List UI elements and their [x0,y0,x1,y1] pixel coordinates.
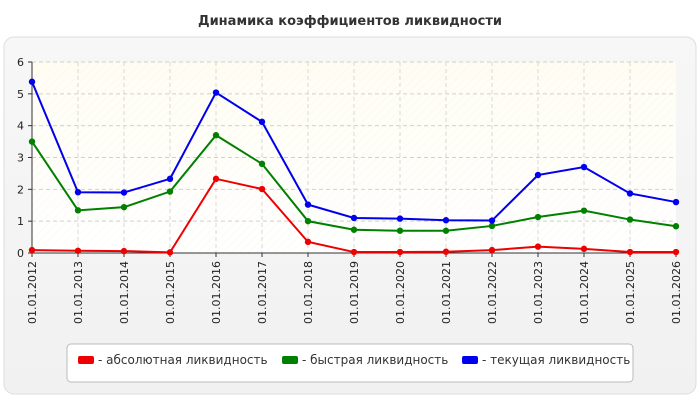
data-point[interactable] [28,246,36,254]
x-tick-label: 01.01.2023 [532,261,545,324]
x-tick-label: 01.01.2019 [348,261,361,324]
data-point[interactable] [672,248,680,256]
data-point[interactable] [120,203,128,211]
data-point[interactable] [74,188,82,196]
legend-label: - быстрая ликвидность [302,353,448,367]
data-point[interactable] [442,217,450,224]
x-tick-label: 01.01.2021 [440,261,453,324]
data-point[interactable] [672,198,680,206]
y-tick-label: 0 [17,247,24,260]
x-tick-label: 01.01.2026 [670,261,683,324]
data-point[interactable] [304,201,312,208]
data-point[interactable] [258,118,266,126]
data-point[interactable] [166,249,174,256]
x-tick-label: 01.01.2020 [394,261,407,324]
x-tick-label: 01.01.2014 [118,261,131,324]
data-point[interactable] [350,226,358,233]
data-point[interactable] [28,78,36,85]
data-point[interactable] [488,217,496,224]
x-tick-label: 01.01.2024 [578,261,591,324]
data-point[interactable] [626,216,634,223]
data-point[interactable] [28,138,36,145]
data-point[interactable] [74,207,82,214]
y-tick-label: 4 [17,120,24,133]
data-point[interactable] [442,248,450,255]
y-tick-label: 3 [17,152,24,165]
chart-title: Динамика коэффициентов ликвидности [198,14,502,29]
legend-box [66,343,634,383]
data-point[interactable] [120,247,128,255]
data-point[interactable] [580,245,588,253]
data-point[interactable] [396,248,404,256]
x-tick-label: 01.01.2013 [72,261,85,324]
data-point[interactable] [166,175,174,183]
legend-swatch [462,356,478,364]
series-group [28,78,680,256]
x-axis-ticks: 01.01.2012 01.01.2013 01.01.2014 01.01.2015… [26,253,683,324]
data-point[interactable] [350,214,358,222]
x-tick-label: 01.01.2012 [26,261,39,324]
x-tick-label: 01.01.2018 [302,261,315,324]
data-point[interactable] [626,248,634,256]
data-point[interactable] [534,243,542,250]
data-point[interactable] [580,163,588,171]
data-point[interactable] [166,188,174,195]
data-point[interactable] [258,160,266,168]
data-point[interactable] [672,223,680,230]
x-tick-label: 01.01.2016 [210,261,223,324]
data-point[interactable] [534,171,542,179]
data-point[interactable] [488,222,496,230]
data-point[interactable] [212,132,220,139]
data-point[interactable] [350,248,358,256]
data-point[interactable] [120,189,128,196]
data-point[interactable] [212,175,220,183]
data-point[interactable] [304,217,312,225]
series-1 [28,132,680,234]
data-point[interactable] [488,246,496,254]
legend-label: - абсолютная ликвидность [98,353,268,367]
x-tick-label: 01.01.2015 [164,261,177,324]
y-tick-label: 2 [17,183,24,196]
x-tick-label: 01.01.2017 [256,261,269,324]
series-0 [28,175,680,256]
y-tick-label: 1 [17,215,24,228]
series-2 [28,78,680,224]
data-point[interactable] [626,190,634,197]
data-point[interactable] [534,213,542,221]
data-point[interactable] [258,185,266,193]
y-tick-label: 6 [17,56,24,69]
legend-label: - текущая ликвидность [482,353,630,367]
x-tick-label: 01.01.2025 [624,261,637,324]
data-point[interactable] [212,89,220,96]
data-point[interactable] [74,247,82,254]
y-tick-label: 5 [17,88,24,101]
data-point[interactable] [396,227,404,234]
x-tick-label: 01.01.2022 [486,261,499,324]
y-axis-ticks: 0 1 2 3 4 5 6 [17,56,32,260]
legend-swatch [78,356,94,364]
data-point[interactable] [396,215,404,222]
legend: - абсолютная ликвидность - быстрая ликвид… [78,353,630,367]
data-point[interactable] [442,227,450,234]
data-point[interactable] [580,207,588,214]
legend-swatch [282,356,298,364]
data-point[interactable] [304,238,312,246]
grid [32,61,676,253]
